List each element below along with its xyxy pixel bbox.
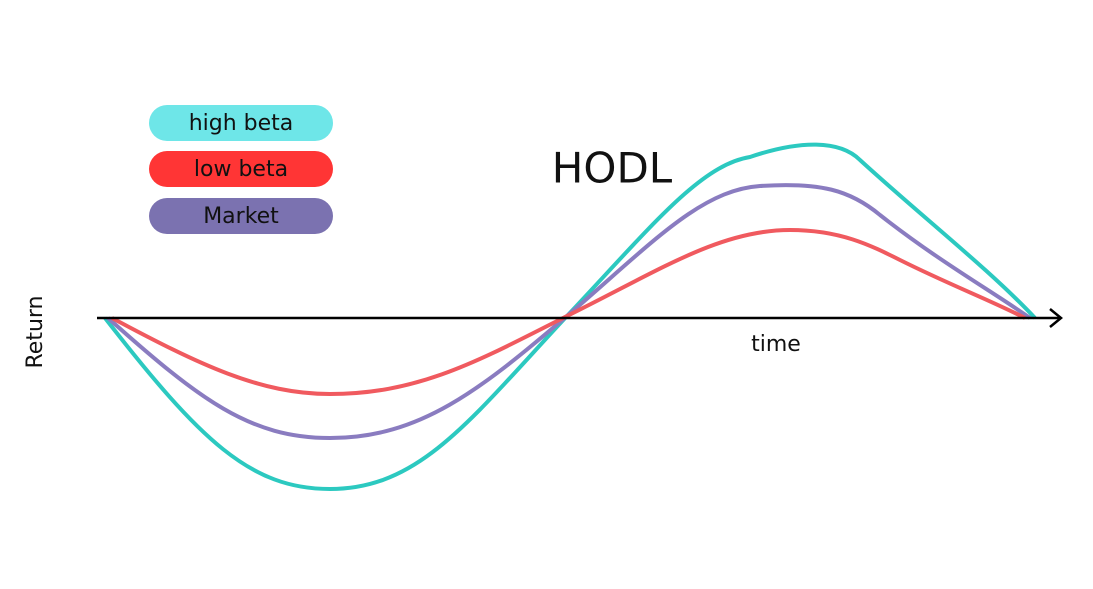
legend-label: Market (203, 204, 279, 229)
legend-pill (149, 105, 333, 141)
legend-label: low beta (194, 157, 288, 182)
legend-pill (149, 151, 333, 187)
legend: high beta low beta Market (149, 105, 333, 234)
axis-arrow (1049, 308, 1063, 328)
x-axis-label: time (751, 332, 801, 357)
market-curve (106, 183, 1032, 441)
legend-pill (149, 198, 333, 234)
legend-label: high beta (189, 111, 294, 136)
title: HODL (552, 144, 673, 193)
high-beta-curve (103, 142, 1037, 492)
y-axis-label: Return (23, 295, 48, 368)
low-beta-curve (111, 227, 1026, 397)
